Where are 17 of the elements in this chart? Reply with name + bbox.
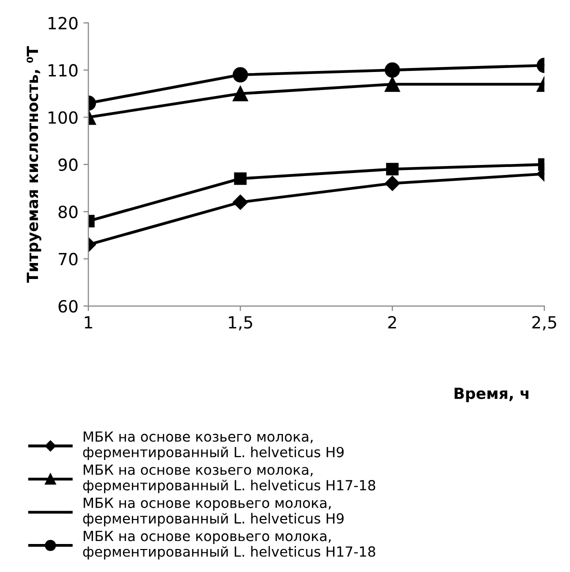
legend-label: МБК на основе коровьего молока, ферментированный L. helveticus H17-18 (83, 530, 376, 560)
y-tick-label: 80 (58, 206, 78, 218)
legend-label: МБК на основе козьего молока, ферментированный L. helveticus H9 (83, 431, 344, 460)
x-tick-label: 1 (84, 316, 92, 328)
x-axis-title: Время, ч (454, 388, 528, 402)
x-tick-label: 2 (388, 316, 396, 328)
y-tick-label: 70 (58, 252, 78, 266)
legend-label: МБК на основе коровьего молока, ферментированный L. helveticus H9 (83, 498, 344, 526)
x-tick-label: 1,5 (228, 316, 252, 330)
legend-label: МБК на основе козьего молока, ферментированный L. helveticus H17-18 (83, 464, 376, 494)
x-tick-label: 2,5 (532, 316, 556, 330)
y-axis-title: Титруемая кислотность, ⁰Т (26, 46, 42, 283)
y-tick-label: 90 (58, 158, 78, 172)
y-tick-label: 110 (48, 64, 78, 77)
y-tick-label: 100 (48, 111, 78, 124)
y-tick-label: 120 (48, 16, 78, 30)
y-tick-label: 60 (58, 300, 78, 313)
